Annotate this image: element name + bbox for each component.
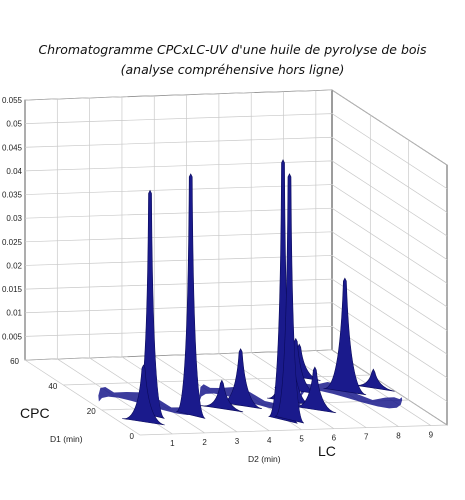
cpc-tick-label: 0 xyxy=(130,432,135,441)
peak-2 xyxy=(352,368,395,392)
cpc-tick-labels: 60 40 20 0 xyxy=(10,357,134,441)
z-gridline xyxy=(24,278,448,355)
lc-tick-label: 2 xyxy=(202,438,207,447)
chart-grid xyxy=(24,89,448,426)
floor-gridline xyxy=(63,374,371,386)
z-gridline xyxy=(24,89,448,166)
z-gridline xyxy=(24,255,448,331)
cpc-tick-label: 20 xyxy=(87,407,96,416)
cpc-tick-label: 60 xyxy=(10,357,19,366)
z-tick-labels: 0.055 0.05 0.045 0.04 0.035 0.03 0.025 0.02 0.01… xyxy=(2,96,23,341)
peak-10 xyxy=(122,364,165,426)
peak-3 xyxy=(323,277,367,396)
lc-axis-label: LC xyxy=(318,443,336,459)
z-tick-label: 0.055 xyxy=(2,96,23,105)
lc-tick-label: 3 xyxy=(235,437,240,446)
chart-title-line2: (analyse compréhensive hors ligne) xyxy=(120,62,345,77)
cpc-axis-label: CPC xyxy=(20,405,50,421)
lc-axis-sublabel: D2 (min) xyxy=(248,454,281,464)
lc-tick-labels: 1 2 3 4 5 6 7 8 9 xyxy=(170,431,434,448)
lc-tick-label: 9 xyxy=(429,431,434,440)
lc-tick-label: 6 xyxy=(332,434,337,443)
z-gridline xyxy=(24,136,448,213)
lc-tick-label: 7 xyxy=(364,433,369,442)
z-tick-label: 0.01 xyxy=(6,309,22,318)
lc-tick-label: 8 xyxy=(396,432,401,441)
peak-9 xyxy=(176,173,206,419)
peak-6 xyxy=(200,379,244,413)
peak-5 xyxy=(219,348,262,410)
chart-title-line1: Chromatogramme CPCxLC-UV d'une huile de … xyxy=(38,42,427,57)
z-tick-label: 0.03 xyxy=(6,214,22,223)
z-gridline xyxy=(24,113,448,189)
z-gridline xyxy=(24,302,448,379)
lc-tick-label: 4 xyxy=(267,436,272,445)
cpc-tick-label: 40 xyxy=(48,382,57,391)
lc-tick-label: 5 xyxy=(299,435,304,444)
peak-12 xyxy=(274,173,305,424)
z-tick-label: 0.04 xyxy=(6,167,22,176)
z-tick-label: 0.035 xyxy=(2,191,23,200)
z-gridline xyxy=(24,160,448,237)
peak-8 xyxy=(293,366,337,414)
lc-tick-label: 1 xyxy=(170,439,175,448)
z-gridline xyxy=(24,231,448,308)
z-tick-label: 0.02 xyxy=(6,261,22,270)
z-tick-label: 0.05 xyxy=(6,120,22,129)
chart-peaks xyxy=(122,159,395,426)
cpc-axis-sublabel: D1 (min) xyxy=(50,434,83,444)
z-tick-label: 0.005 xyxy=(2,332,23,341)
z-gridline xyxy=(24,184,448,260)
z-gridline xyxy=(24,207,448,284)
floor-gridline xyxy=(121,356,238,433)
peak-7 xyxy=(135,189,165,419)
z-tick-label: 0.045 xyxy=(2,143,23,152)
z-tick-label: 0.025 xyxy=(2,238,23,247)
z-tick-label: 0.015 xyxy=(2,285,23,294)
